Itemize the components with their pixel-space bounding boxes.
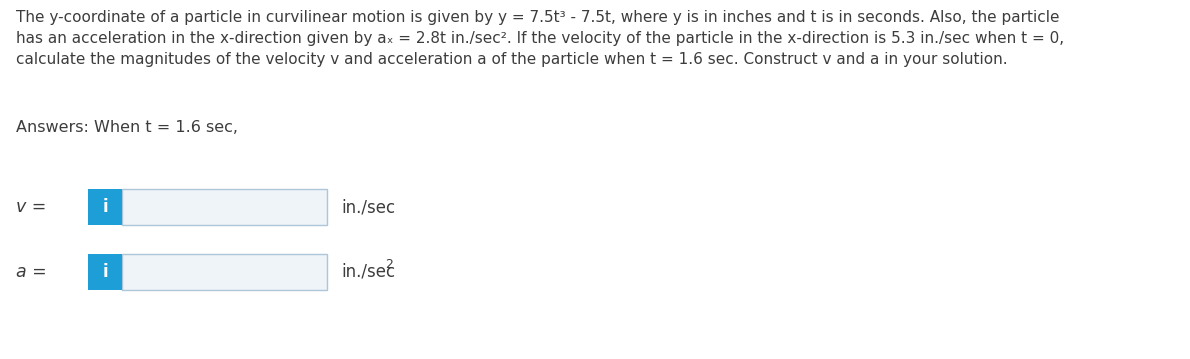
Text: i: i	[102, 263, 108, 281]
FancyBboxPatch shape	[123, 254, 327, 290]
Text: The y-coordinate of a particle in curvilinear motion is given by y = 7.5t³ - 7.5: The y-coordinate of a particle in curvil…	[15, 10, 1059, 25]
Text: 2: 2	[386, 258, 393, 271]
FancyBboxPatch shape	[123, 189, 327, 225]
Text: v =: v =	[15, 198, 46, 216]
Text: in./sec: in./sec	[342, 263, 395, 281]
FancyBboxPatch shape	[88, 254, 123, 290]
FancyBboxPatch shape	[88, 189, 123, 225]
Text: Answers: When t = 1.6 sec,: Answers: When t = 1.6 sec,	[15, 120, 238, 135]
Text: in./sec: in./sec	[342, 198, 395, 216]
Text: i: i	[102, 198, 108, 216]
Text: has an acceleration in the x-direction given by aₓ = 2.8t in./sec². If the veloc: has an acceleration in the x-direction g…	[15, 31, 1064, 46]
Text: a =: a =	[15, 263, 46, 281]
Text: calculate the magnitudes of the velocity v and acceleration a of the particle wh: calculate the magnitudes of the velocity…	[15, 52, 1008, 67]
